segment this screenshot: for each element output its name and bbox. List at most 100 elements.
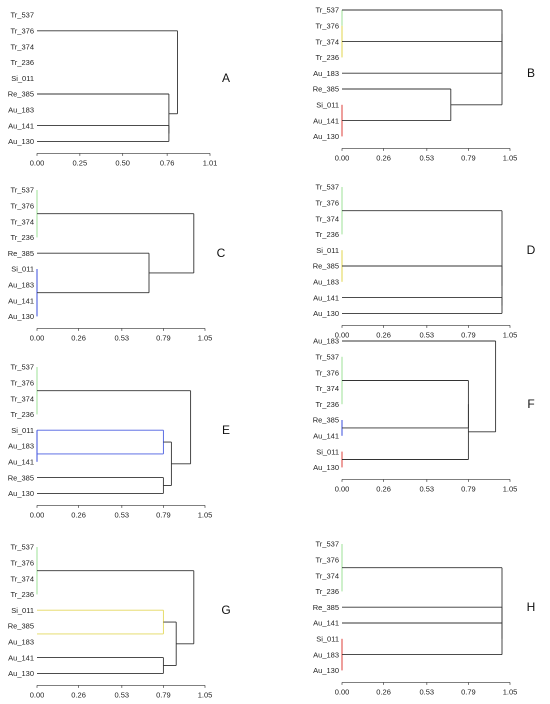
leaf-label: Au_183 [313,69,339,78]
leaf-label: Tr_376 [11,379,35,388]
leaf-label: Tr_537 [316,183,340,192]
leaf-label: Si_011 [11,606,34,615]
panel-letter: F [527,397,534,411]
x-tick-label: 0.00 [335,484,350,493]
dendrogram-panel-e: Tr_537 Tr_376 Tr_374 Tr_236 Si_011 Au_183 Au_1… [8,363,230,520]
x-tick-label: 0.00 [30,158,45,167]
x-tick-label: 0.53 [419,330,434,339]
x-tick-label: 0.25 [73,158,88,167]
x-tick-label: 1.05 [503,484,518,493]
leaf-label: Tr_376 [316,22,340,31]
x-tick-label: 0.79 [461,687,476,696]
x-tick-label: 0.26 [71,333,86,342]
dendrogram-panel-a: Tr_537 Tr_376 Tr_374 Tr_236 Si_011 Re_385 Au_1… [8,11,230,168]
dendrogram-panel-c: Tr_537 Tr_376 Tr_374 Tr_236 Re_385 Si_011 Au_1… [8,186,226,343]
panel-letter: G [221,603,230,617]
leaf-label: Au_130 [313,132,339,141]
leaf-label: Re_385 [8,90,34,99]
x-tick-label: 1.05 [198,333,213,342]
x-tick-label: 0.26 [376,153,391,162]
leaf-label: Re_385 [313,416,339,425]
x-tick-label: 0.79 [156,510,171,519]
leaf-label: Au_183 [8,638,34,647]
leaf-label: Tr_537 [316,540,340,549]
x-tick-label: 1.05 [503,330,518,339]
leaf-label: Tr_376 [11,27,35,36]
x-tick-label: 0.53 [114,510,129,519]
x-tick-label: 0.53 [419,687,434,696]
leaf-label: Tr_236 [11,58,35,67]
leaf-label: Tr_537 [11,186,35,195]
x-tick-label: 0.00 [30,510,45,519]
x-tick-label: 0.53 [419,153,434,162]
x-tick-label: 0.00 [30,333,45,342]
leaf-label: Tr_374 [316,37,340,46]
x-tick-label: 0.79 [461,330,476,339]
leaf-label: Re_385 [313,85,339,94]
dendrogram-panel-b: Tr_537 Tr_376 Tr_374 Tr_236 Au_183 Re_385 Si_0… [313,6,535,163]
leaf-label: Tr_537 [316,6,340,15]
leaf-label: Tr_374 [11,394,35,403]
x-tick-label: 1.05 [503,153,518,162]
leaf-label: Tr_376 [316,368,340,377]
x-tick-label: 0.00 [335,687,350,696]
x-tick-label: 1.05 [198,510,213,519]
leaf-label: Si_011 [11,74,34,83]
x-tick-label: 0.50 [115,158,130,167]
leaf-label: Tr_376 [11,202,35,211]
leaf-label: Au_141 [8,121,34,130]
panel-letter: B [527,66,535,80]
leaf-label: Si_011 [316,101,339,110]
leaf-label: Au_141 [313,116,339,125]
dendrogram-panel-h: Tr_537 Tr_376 Tr_374 Tr_236 Re_385 Au_141 Si_0… [313,540,536,697]
leaf-label: Tr_537 [11,11,35,20]
x-tick-label: 0.00 [335,330,350,339]
panel-letter: D [527,243,536,257]
leaf-label: Au_141 [313,293,339,302]
x-tick-label: 0.00 [335,153,350,162]
x-tick-label: 1.05 [198,690,213,699]
leaf-label: Tr_374 [11,42,35,51]
x-tick-label: 0.53 [419,484,434,493]
leaf-label: Re_385 [313,262,339,271]
leaf-label: Au_130 [313,309,339,318]
leaf-label: Si_011 [11,265,34,274]
panel-letter: H [527,600,536,614]
leaf-label: Au_141 [8,653,34,662]
x-tick-label: 0.26 [71,690,86,699]
leaf-label: Au_183 [8,442,34,451]
leaf-label: Tr_537 [11,363,35,372]
leaf-label: Tr_236 [11,233,35,242]
leaf-label: Tr_374 [316,214,340,223]
leaf-label: Au_130 [313,666,339,675]
leaf-label: Au_141 [8,296,34,305]
x-tick-label: 1.01 [203,158,218,167]
x-tick-label: 0.53 [114,690,129,699]
panel-letter: E [222,423,230,437]
dendrogram-panel-f: Au_183 Tr_537 Tr_376 Tr_374 Tr_236 Re_385 Au_1… [313,337,535,494]
x-tick-label: 0.26 [376,484,391,493]
x-tick-label: 0.26 [376,330,391,339]
panel-letter: C [217,246,226,260]
leaf-label: Tr_236 [316,400,340,409]
x-tick-label: 0.79 [156,333,171,342]
leaf-label: Au_130 [8,489,34,498]
x-tick-label: 1.05 [503,687,518,696]
leaf-label: Tr_236 [11,590,35,599]
leaf-label: Tr_374 [11,217,35,226]
leaf-label: Si_011 [316,635,339,644]
leaf-label: Au_183 [8,106,34,115]
leaf-label: Re_385 [313,603,339,612]
leaf-label: Si_011 [316,246,339,255]
leaf-label: Tr_236 [11,410,35,419]
x-tick-label: 0.26 [71,510,86,519]
leaf-label: Tr_537 [316,353,340,362]
leaf-label: Tr_376 [11,559,35,568]
leaf-label: Tr_537 [11,543,35,552]
leaf-label: Tr_374 [316,571,340,580]
leaf-label: Re_385 [8,622,34,631]
leaf-label: Tr_236 [316,587,340,596]
x-tick-label: 0.79 [461,153,476,162]
leaf-label: Au_183 [313,650,339,659]
